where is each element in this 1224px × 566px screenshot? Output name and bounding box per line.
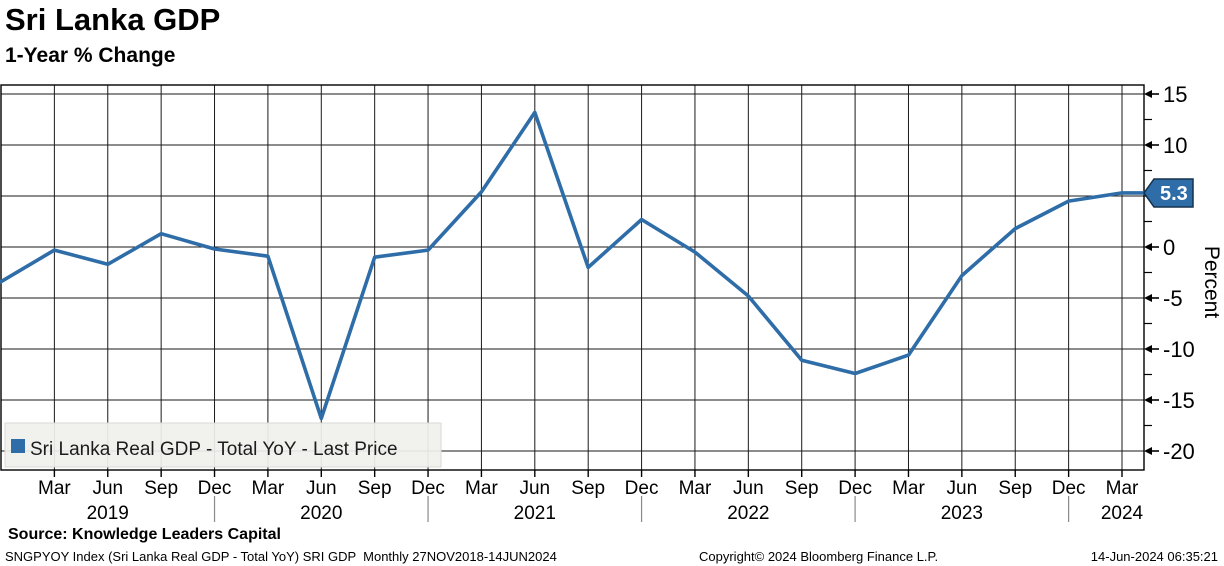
ticker-info: SNGPYOY Index (Sri Lanka Real GDP - Tota… (5, 549, 557, 564)
y-axis-tick-label: 15 (1163, 84, 1187, 107)
copyright-notice: Copyright© 2024 Bloomberg Finance L.P. (699, 549, 939, 564)
page-title: Sri Lanka GDP (5, 2, 221, 37)
y-axis-tick-label: -10 (1163, 337, 1195, 362)
y-axis-tick-label: -20 (1163, 439, 1195, 464)
x-axis-month-label: Mar (38, 478, 71, 499)
x-axis-month-label: Mar (679, 478, 712, 499)
x-axis-month-label: Mar (465, 478, 498, 499)
y-axis-tick-label: -5 (1163, 286, 1183, 311)
x-axis-year-label: 2023 (941, 503, 983, 524)
y-axis-tick-label: -15 (1163, 388, 1195, 413)
x-axis-month-label: Jun (92, 478, 123, 499)
y-axis-tick-label: 10 (1163, 133, 1187, 158)
x-axis-month-label: Mar (892, 478, 925, 499)
x-axis-month-label: Sep (785, 478, 819, 499)
y-axis-tick-arrow (1144, 243, 1152, 251)
x-axis-year-label: 2022 (727, 503, 769, 524)
x-axis-month-label: Jun (947, 478, 978, 499)
x-axis-month-label: Sep (144, 478, 178, 499)
legend-series-label: Sri Lanka Real GDP - Total YoY - Last Pr… (30, 439, 398, 460)
x-axis-year-label: 2019 (87, 503, 129, 524)
y-axis-tick-arrow (1144, 345, 1152, 353)
y-axis-tick-arrow (1144, 141, 1152, 149)
y-axis-tick-label: 0 (1163, 235, 1175, 260)
y-axis-tick-arrow (1144, 447, 1152, 455)
x-axis-month-label: Sep (998, 478, 1032, 499)
x-axis-month-label: Dec (625, 478, 659, 499)
x-axis-month-label: Jun (306, 478, 337, 499)
x-axis-month-label: Dec (411, 478, 445, 499)
x-axis-month-label: Mar (1106, 478, 1139, 499)
last-price-value: 5.3 (1160, 183, 1188, 205)
page-subtitle: 1-Year % Change (5, 44, 176, 67)
x-axis-month-label: Dec (838, 478, 872, 499)
legend-box (4, 422, 442, 468)
y-axis-tick-arrow (1144, 396, 1152, 404)
y-axis-tick-arrow (1144, 90, 1152, 98)
y-axis-title: Percent (1200, 246, 1223, 319)
gdp-line-chart: 15 10 0 -5 -10 -15 -20 Percent 5.3 Mar Jun Sep Dec Ma… (0, 84, 1223, 524)
x-axis-year-label: 2024 (1101, 503, 1144, 524)
x-axis-month-label: Jun (519, 478, 550, 499)
source-attribution: Source: Knowledge Leaders Capital (8, 526, 281, 543)
x-axis-month-label: Sep (571, 478, 605, 499)
chart-timestamp: 14-Jun-2024 06:35:21 (1090, 549, 1218, 564)
x-axis-month-label: Dec (1052, 478, 1086, 499)
plot-border (0, 84, 1145, 471)
y-axis-tick-arrow (1144, 294, 1152, 302)
x-axis-month-label: Mar (252, 478, 285, 499)
x-axis-month-label: Dec (198, 478, 232, 499)
legend-series-swatch (11, 439, 25, 453)
last-price-marker (1143, 178, 1194, 208)
x-axis-month-label: Sep (358, 478, 392, 499)
x-axis-year-label: 2020 (300, 503, 342, 524)
x-axis-month-label: Jun (733, 478, 764, 499)
x-axis-year-label: 2021 (514, 503, 556, 524)
gdp-line (0, 110, 1146, 421)
